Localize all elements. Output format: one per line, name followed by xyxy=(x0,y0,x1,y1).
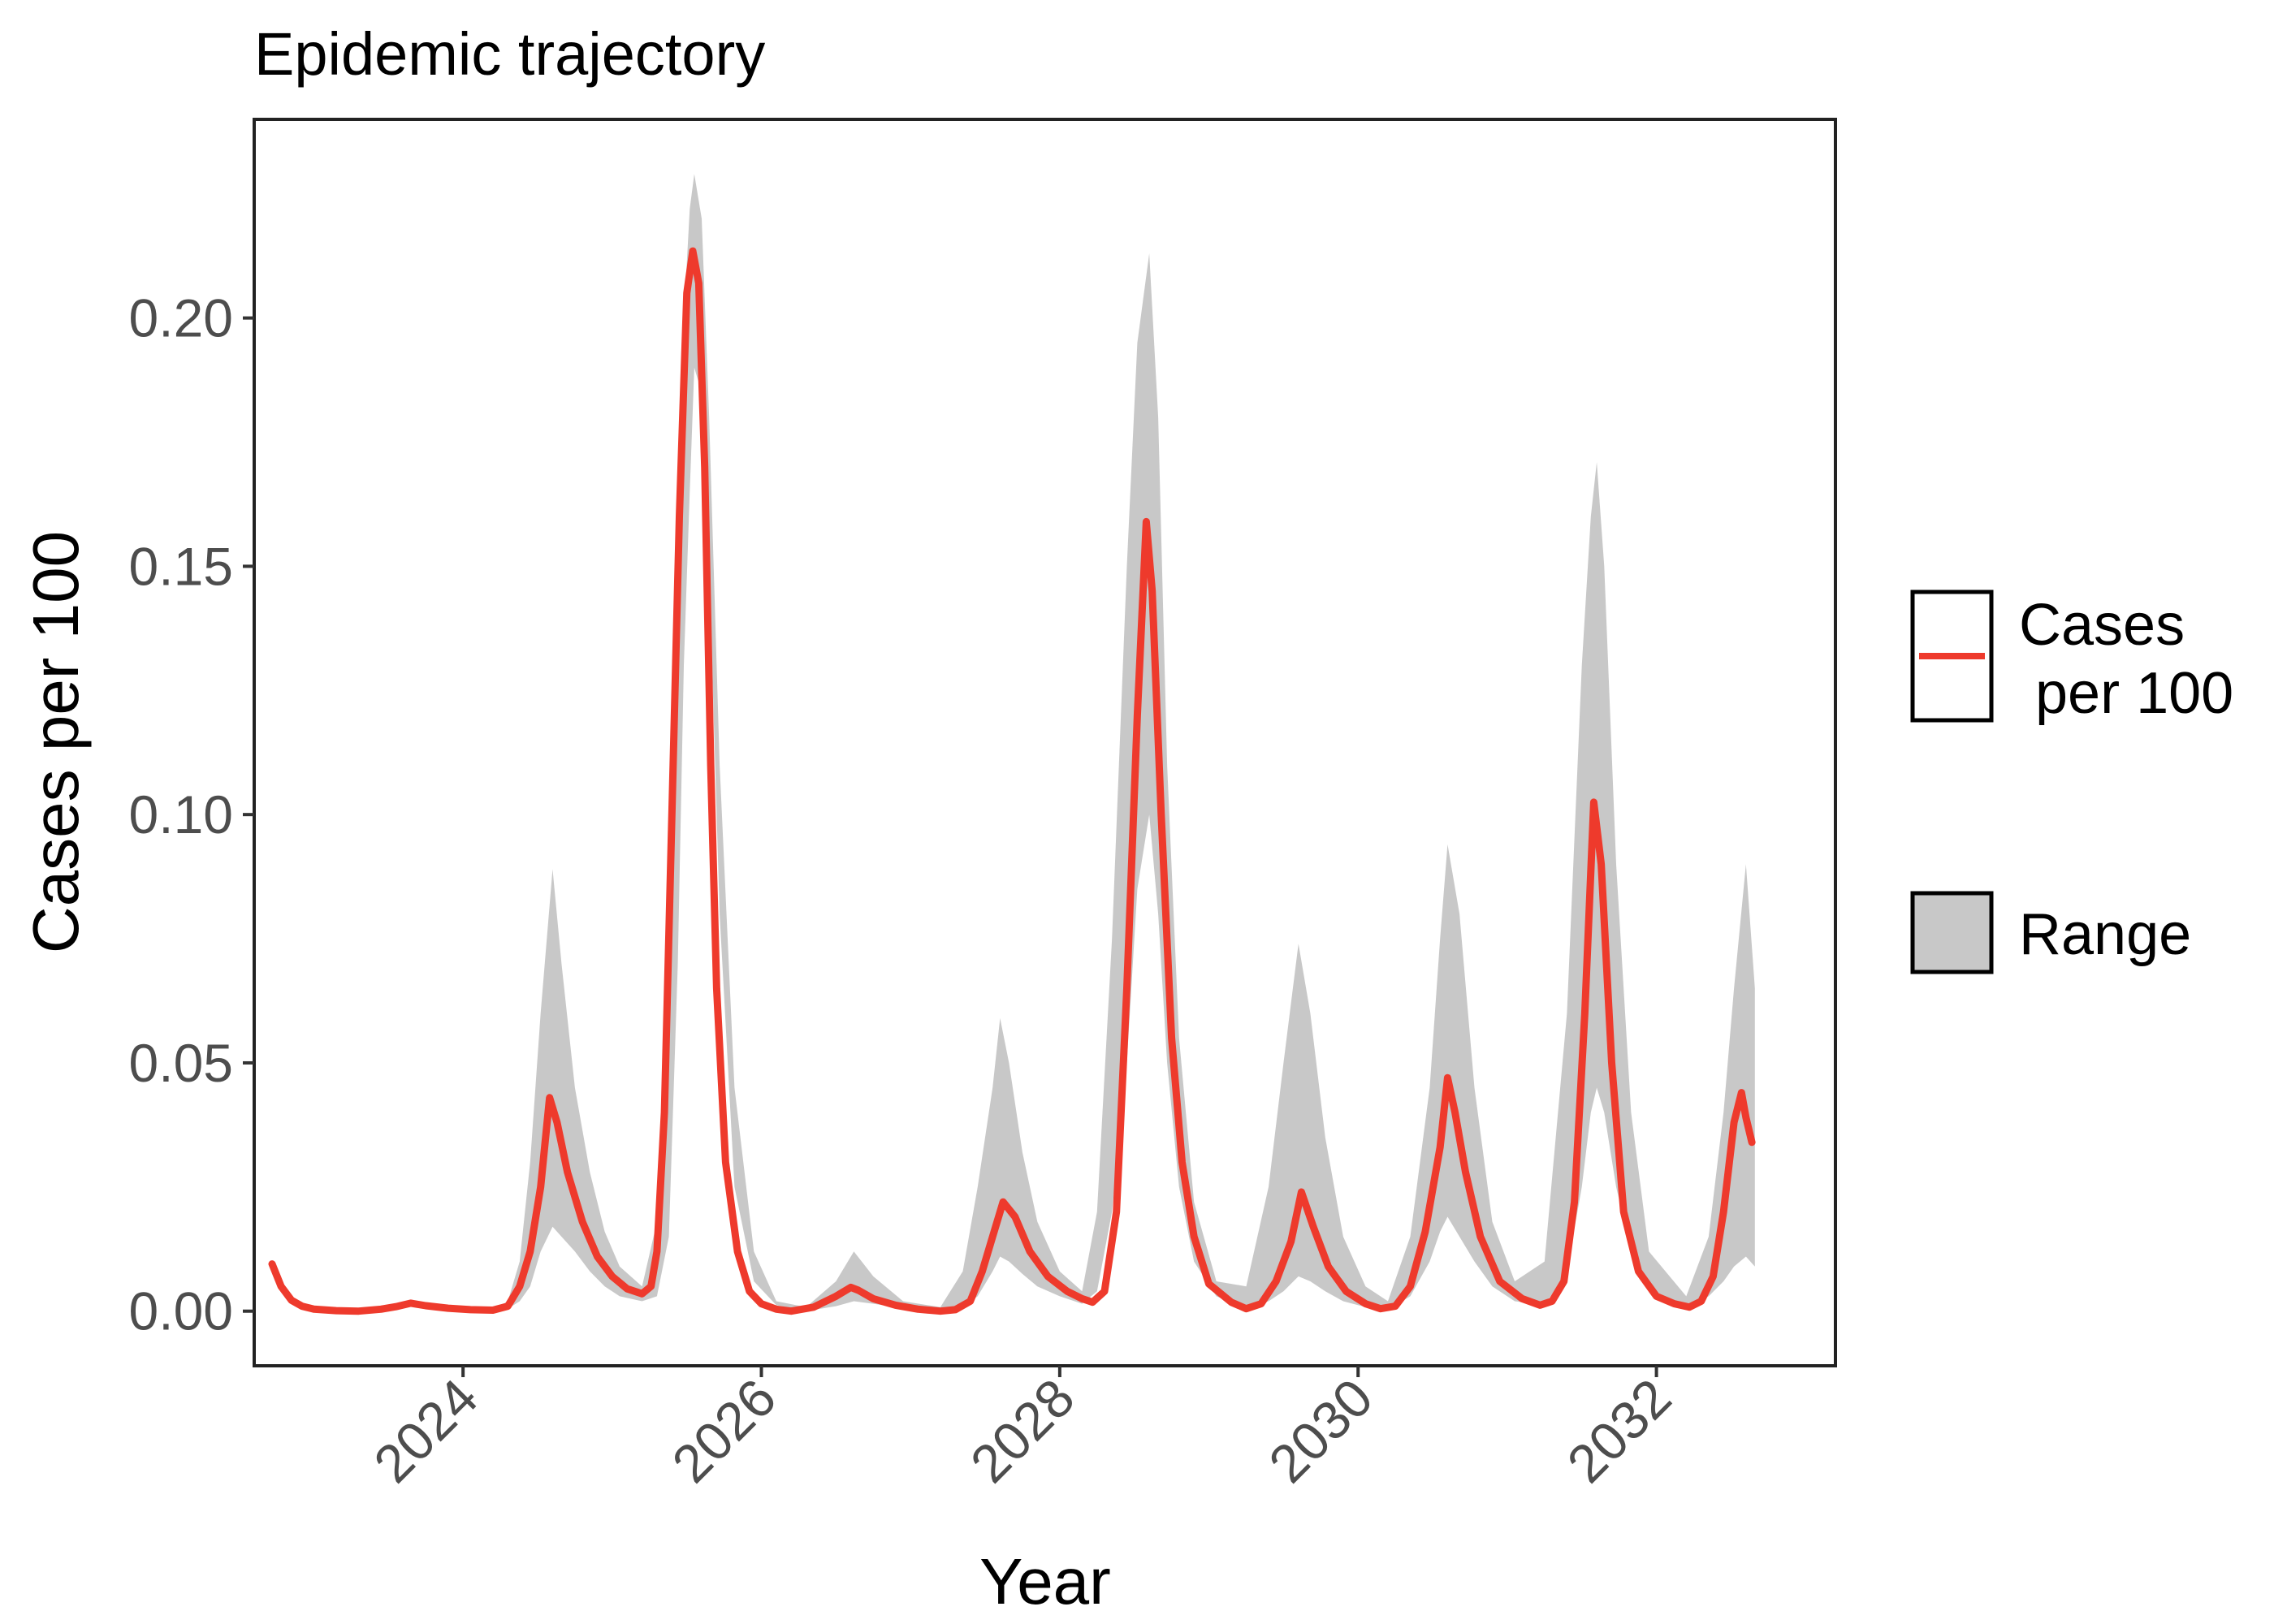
legend-item-range: Range xyxy=(1910,891,2191,974)
legend-label-line-2: per 100 xyxy=(2019,661,2233,726)
legend-label-range: Range xyxy=(2019,902,2191,967)
legend-key-range xyxy=(1910,891,1994,974)
y-tick-label: 0.10 xyxy=(129,784,233,844)
y-tick-label: 0.20 xyxy=(129,288,233,348)
y-axis-title: Cases per 100 xyxy=(19,531,92,953)
legend: Cases per 100 Range xyxy=(1910,590,2233,974)
y-tick-label: 0.00 xyxy=(129,1281,233,1341)
chart-title: Epidemic trajectory xyxy=(254,20,765,88)
y-axis: 0.00 0.05 0.10 0.15 0.20 xyxy=(129,288,254,1341)
legend-item-line: Cases per 100 xyxy=(1910,590,2233,726)
line-layer xyxy=(268,247,1756,1315)
cases-line xyxy=(268,247,1756,1315)
y-tick-label: 0.05 xyxy=(129,1033,233,1093)
x-axis-title: Year xyxy=(979,1545,1111,1618)
panel-border xyxy=(253,118,1837,1367)
y-tick-label: 0.15 xyxy=(129,536,233,596)
legend-label-line-1: Cases xyxy=(2019,593,2185,658)
